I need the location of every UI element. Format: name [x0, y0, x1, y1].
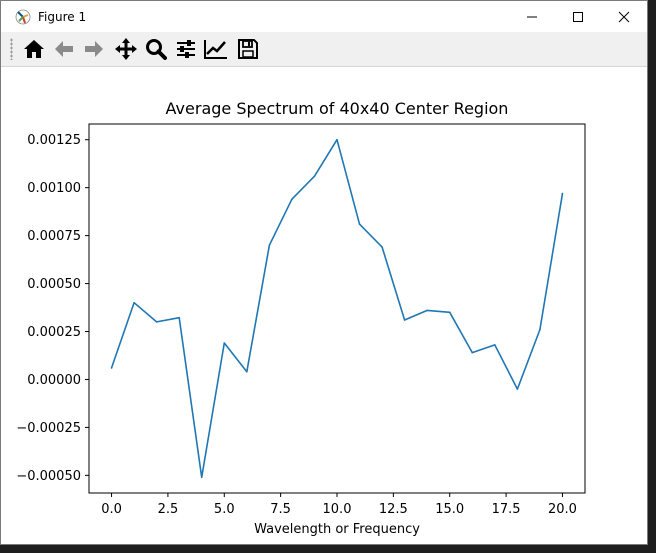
x-tick-label: 0.0	[101, 502, 122, 517]
data-point	[539, 328, 541, 331]
toolbar-grip[interactable]	[10, 38, 13, 60]
home-button[interactable]	[19, 34, 49, 64]
axes-frame	[88, 123, 586, 494]
minimize-button[interactable]	[509, 1, 555, 32]
data-point	[403, 319, 406, 321]
data-point	[471, 351, 474, 354]
edit-axis-icon	[204, 40, 227, 59]
data-point	[268, 244, 271, 247]
data-point	[426, 309, 428, 312]
y-tick-label: 0.00125	[27, 133, 81, 148]
data-point	[133, 301, 135, 304]
navigation-toolbar	[1, 32, 647, 67]
y-tick-label: 0.00000	[27, 373, 81, 388]
line-chart: Average Spectrum of 40x40 Center Region …	[16, 99, 586, 537]
y-tick-label: −0.00050	[16, 469, 81, 484]
data-point	[110, 367, 113, 369]
x-tick-label: 15.0	[435, 502, 464, 517]
data-point	[448, 311, 451, 314]
figure-canvas[interactable]: Average Spectrum of 40x40 Center Region …	[1, 67, 647, 548]
forward-button[interactable]	[79, 34, 109, 64]
save-button[interactable]	[233, 34, 263, 64]
data-point	[200, 476, 203, 479]
configure-subplots-icon	[177, 40, 195, 58]
data-point	[313, 175, 316, 177]
close-button[interactable]	[601, 1, 647, 32]
configure-subplots-button[interactable]	[171, 34, 201, 64]
x-tick-label: 7.5	[270, 502, 291, 517]
x-tick-label: 5.0	[214, 502, 235, 517]
data-point	[336, 138, 338, 141]
data-point	[494, 344, 496, 346]
data-point	[381, 246, 383, 248]
matplotlib-logo-icon	[15, 9, 31, 24]
edit-axis-button[interactable]	[201, 34, 231, 64]
pan-icon	[115, 38, 137, 60]
data-point	[223, 342, 226, 344]
home-icon	[24, 40, 44, 58]
data-point	[178, 316, 180, 319]
forward-arrow-icon	[85, 41, 103, 57]
back-arrow-icon	[55, 41, 73, 57]
x-axis-label: Wavelength or Frequency	[254, 522, 420, 537]
data-point	[358, 223, 361, 225]
title-bar: Figure 1	[1, 1, 647, 32]
x-tick-label: 2.5	[158, 502, 179, 517]
x-tick-label: 17.5	[492, 502, 521, 517]
y-tick-label: 0.00075	[27, 229, 81, 244]
figure-window: Figure 1	[0, 0, 648, 545]
pan-button[interactable]	[111, 34, 141, 64]
x-tick-label: 12.5	[379, 502, 408, 517]
y-tick-label: 0.00025	[27, 325, 81, 340]
data-point	[155, 321, 158, 323]
x-tick-label: 20.0	[548, 502, 577, 517]
y-tick-label: 0.00050	[27, 277, 81, 292]
close-icon	[618, 11, 630, 22]
data-point	[291, 198, 293, 200]
data-point	[246, 370, 248, 373]
series-line	[110, 138, 564, 479]
maximize-button[interactable]	[555, 1, 601, 32]
window-title: Figure 1	[38, 9, 87, 24]
x-tick-label: 10.0	[323, 502, 352, 517]
data-point	[516, 388, 519, 390]
save-icon	[238, 39, 258, 59]
zoom-button[interactable]	[141, 34, 171, 64]
chart-title: Average Spectrum of 40x40 Center Region	[166, 99, 509, 118]
back-button[interactable]	[49, 34, 79, 64]
zoom-icon	[146, 39, 167, 60]
y-tick-label: 0.00100	[27, 181, 81, 196]
y-tick-label: −0.00025	[16, 421, 81, 436]
data-point	[561, 192, 564, 195]
minimize-icon	[527, 16, 537, 17]
maximize-icon	[573, 11, 583, 22]
